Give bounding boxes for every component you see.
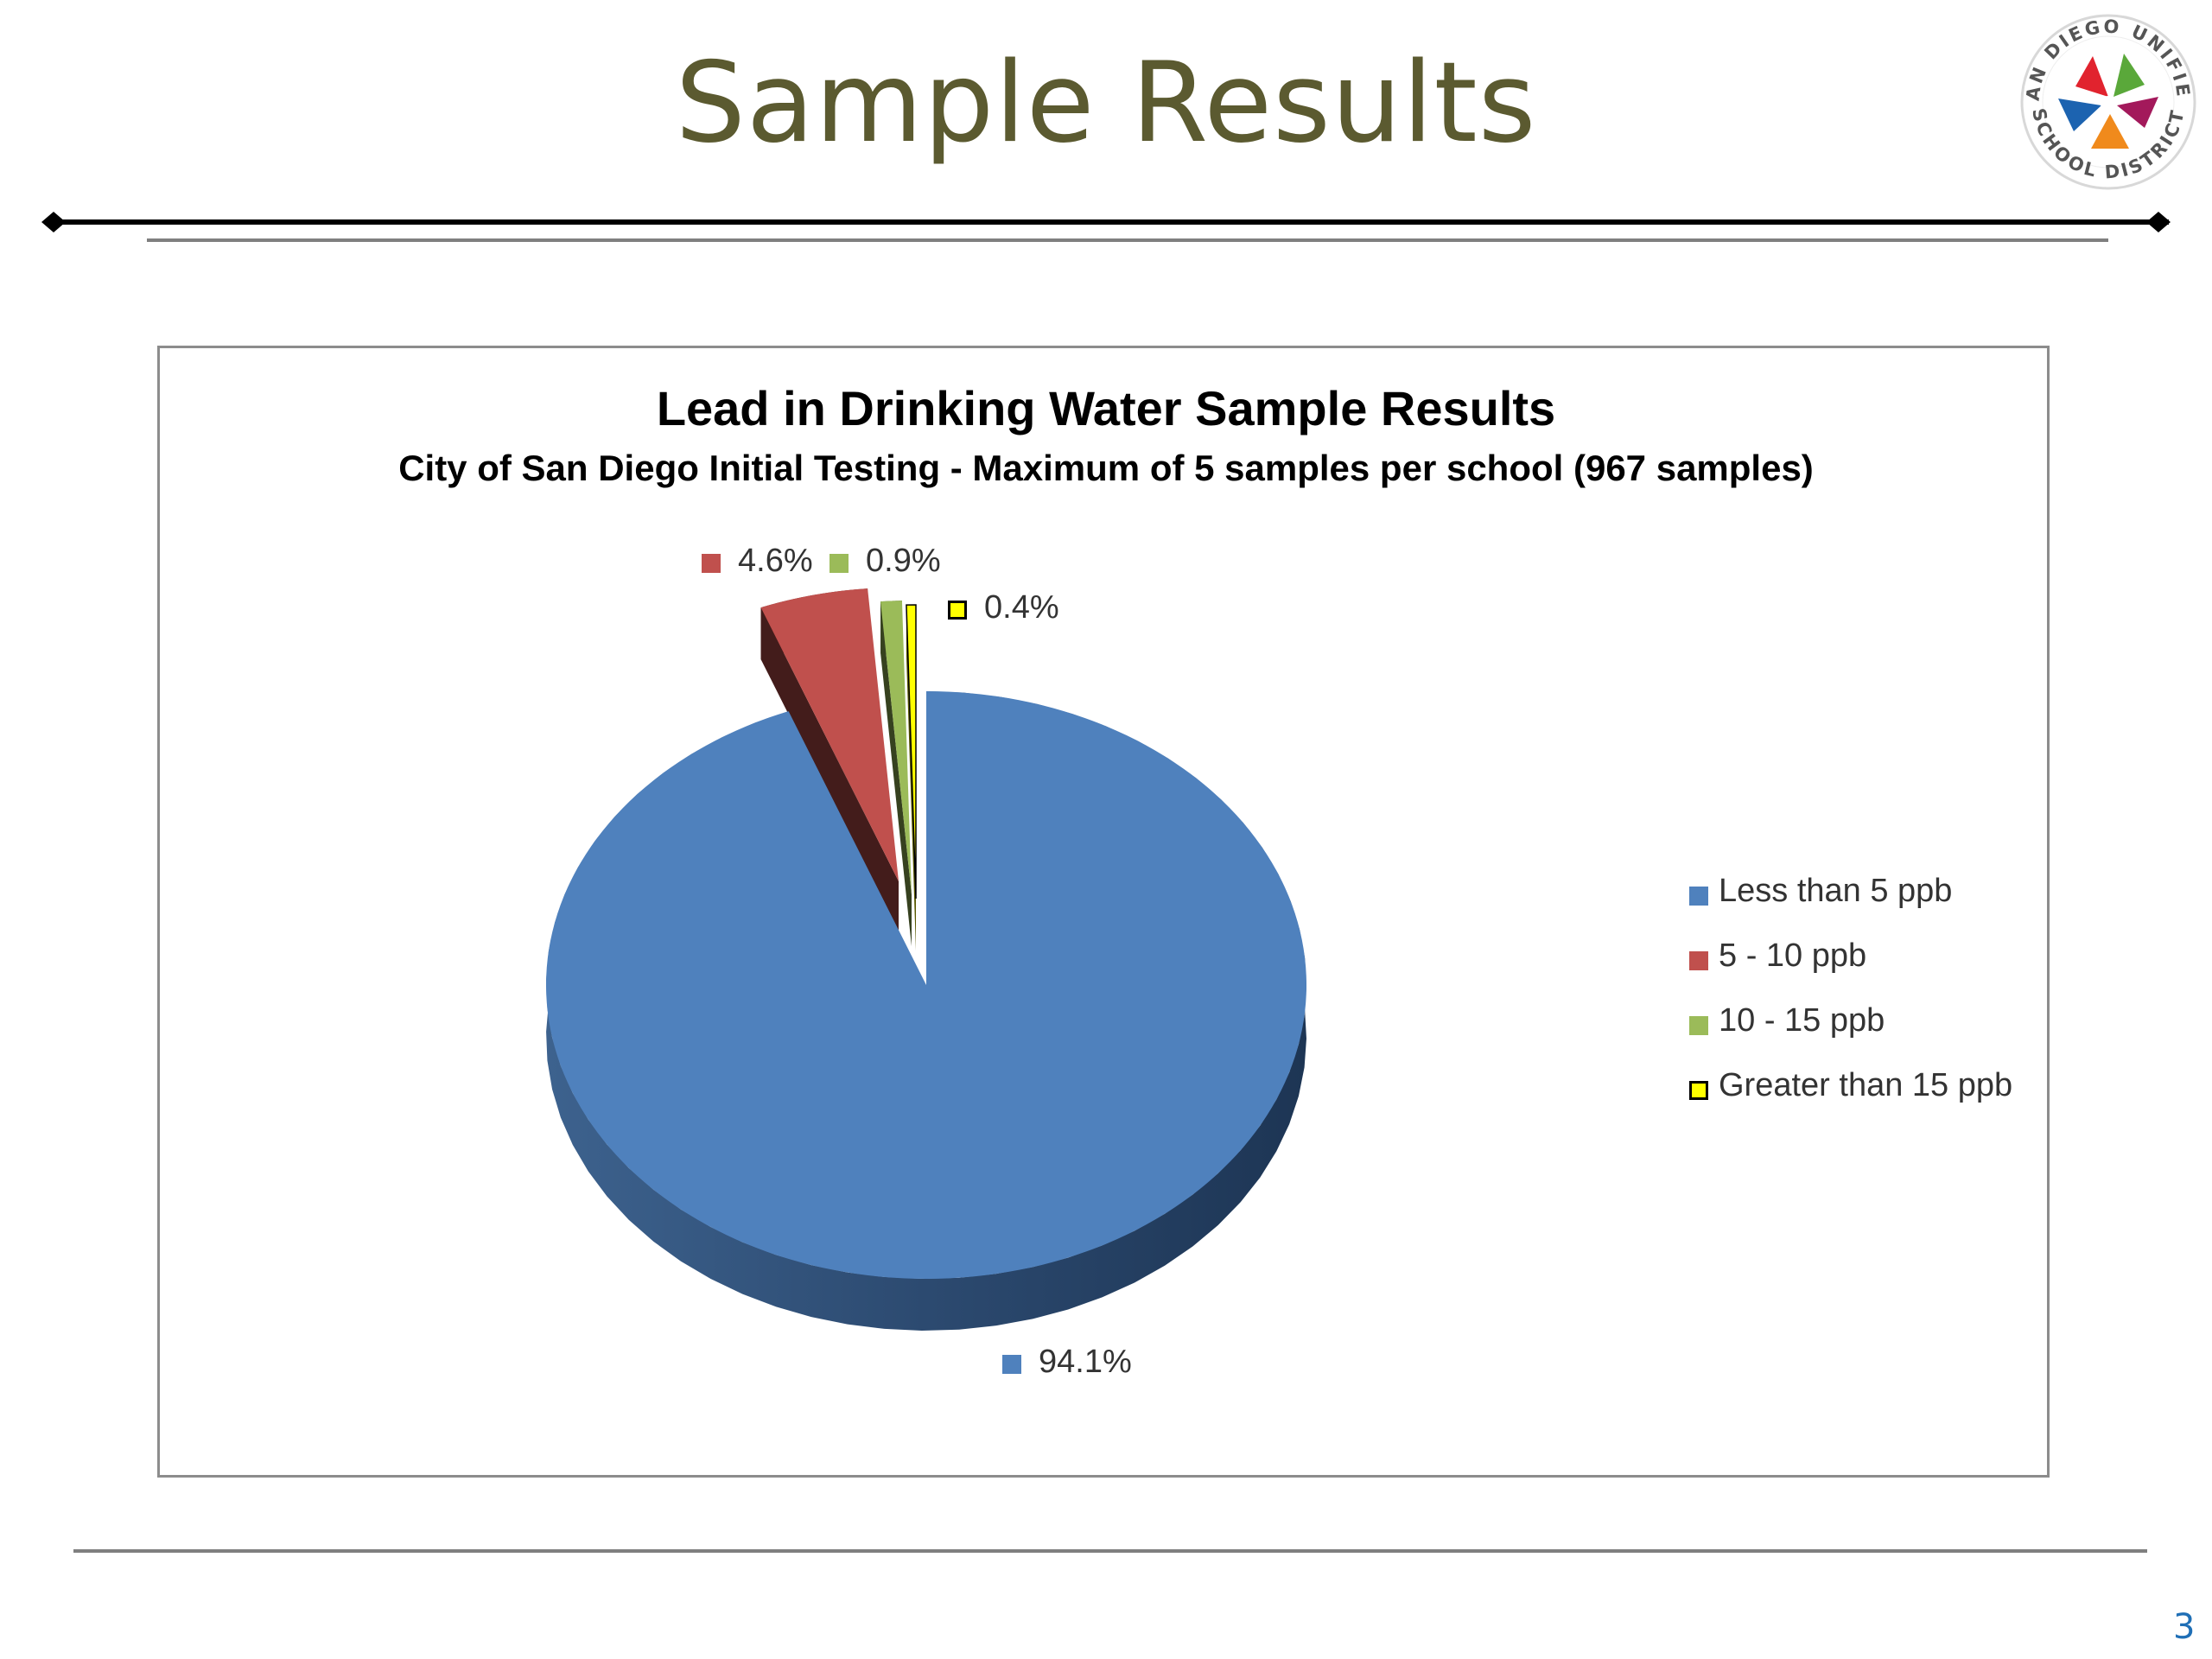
chart-title: Lead in Drinking Water Sample Results bbox=[656, 381, 1556, 435]
data-label-1: 94.1% bbox=[1039, 1344, 1132, 1380]
chart-subtitle: City of San Diego Initial Testing - Maxi… bbox=[398, 448, 1814, 488]
legend-label: Less than 5 ppb bbox=[1719, 873, 1953, 909]
legend-swatch bbox=[1689, 887, 1708, 906]
title-divider bbox=[41, 212, 2171, 242]
data-label-swatch-1 bbox=[1002, 1355, 1021, 1374]
legend-swatch bbox=[1689, 1081, 1708, 1100]
legend-swatch bbox=[1689, 951, 1708, 970]
data-label-swatch-4 bbox=[948, 601, 967, 620]
legend-label: 10 - 15 ppb bbox=[1719, 1002, 1885, 1039]
legend-label: 5 - 10 ppb bbox=[1719, 938, 1867, 974]
data-label-swatch-3 bbox=[830, 554, 849, 573]
data-label-swatch-2 bbox=[702, 554, 721, 573]
pie-slice-wall-3 bbox=[880, 601, 912, 946]
slide-title: Sample Results bbox=[675, 39, 1537, 168]
pie-slice-3 bbox=[880, 601, 912, 894]
legend-swatch bbox=[1689, 1016, 1708, 1035]
data-label-3: 0.9% bbox=[866, 543, 941, 579]
pie-slice-2 bbox=[760, 588, 899, 881]
data-label-2: 4.6% bbox=[738, 543, 813, 579]
pie-slice-4 bbox=[906, 604, 917, 899]
legend-label: Greater than 15 ppb bbox=[1719, 1067, 2013, 1103]
pie-slice-1 bbox=[545, 691, 1306, 1280]
page-number: 3 bbox=[2173, 1607, 2196, 1647]
data-label-4: 0.4% bbox=[984, 589, 1059, 626]
star-icon bbox=[2058, 54, 2158, 149]
san-diego-unified-logo: SAN DIEGO UNIFIED SCHOOL DISTRICT bbox=[2013, 0, 2196, 190]
footer-divider bbox=[73, 1549, 2147, 1553]
pie-slice-wall-2 bbox=[760, 607, 899, 933]
